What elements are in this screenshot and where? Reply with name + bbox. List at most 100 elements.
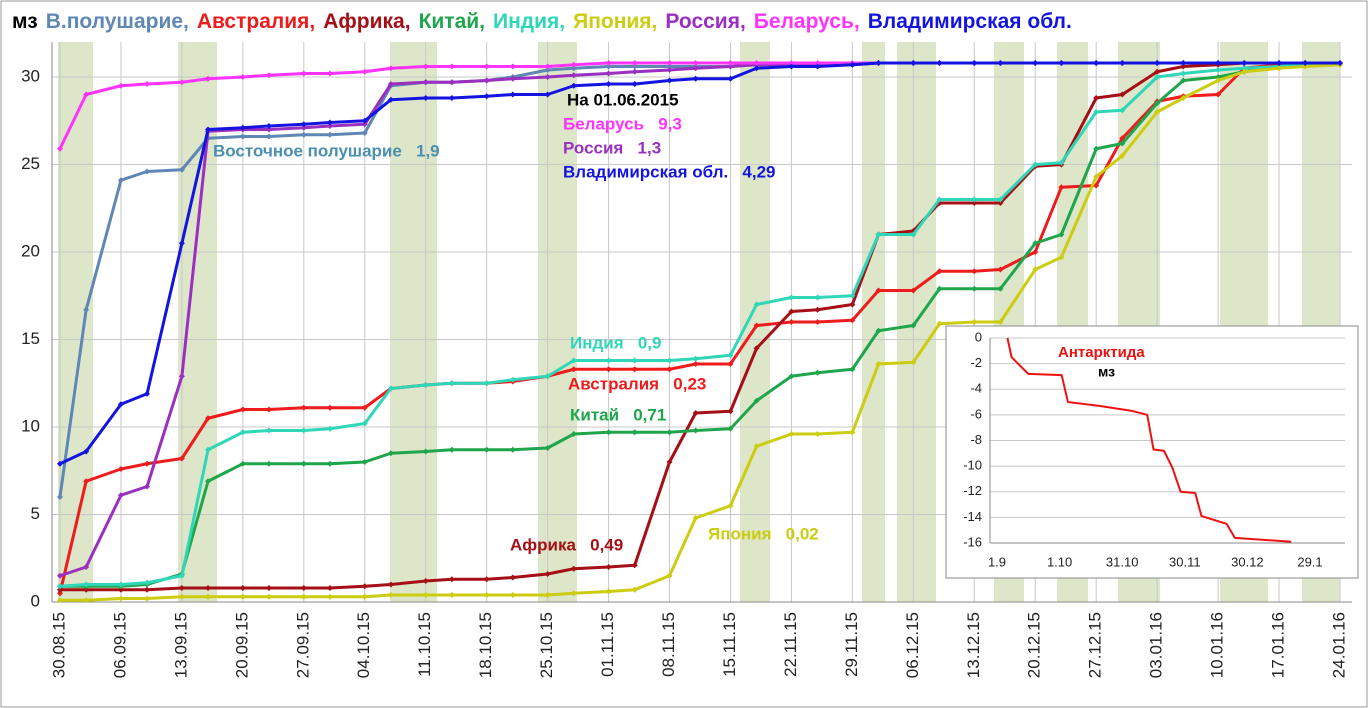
band (58, 42, 93, 602)
point (1058, 184, 1065, 191)
band (862, 42, 885, 602)
point (753, 60, 760, 66)
annotation: Владимирская обл. 4,29 (563, 162, 775, 181)
y-tick-label: 30 (21, 66, 40, 85)
y-tick-label: 20 (21, 241, 40, 260)
point (509, 75, 516, 82)
point (544, 74, 551, 80)
point (57, 583, 63, 590)
x-tick-label: 03.01.16 (1147, 612, 1166, 678)
point (117, 466, 124, 472)
point (570, 357, 577, 364)
point (1154, 60, 1161, 66)
point (692, 60, 699, 66)
point (144, 595, 151, 602)
point (422, 448, 429, 455)
y-tick-label: -4 (970, 381, 982, 396)
x-tick-label: 15.11.15 (720, 612, 739, 677)
point (788, 373, 795, 380)
point (997, 266, 1004, 273)
point (422, 382, 429, 388)
x-tick-label: 08.11.15 (659, 612, 678, 677)
point (509, 446, 516, 453)
point (1154, 109, 1161, 115)
point (753, 301, 760, 308)
point (509, 574, 516, 581)
point (1093, 173, 1100, 180)
y-tick-label: -14 (963, 509, 982, 524)
point (205, 593, 212, 600)
point (300, 427, 307, 434)
point (361, 583, 368, 590)
point (57, 145, 63, 152)
point (483, 576, 490, 583)
point (1119, 107, 1126, 114)
band (178, 42, 217, 602)
x-tick-label: 06.09.15 (110, 612, 129, 678)
point (326, 119, 333, 126)
point (178, 79, 185, 86)
point (117, 581, 124, 588)
x-tick-label: 13.09.15 (171, 612, 190, 678)
point (605, 63, 612, 70)
point (117, 492, 124, 499)
point (692, 427, 699, 434)
point (1215, 77, 1222, 84)
point (692, 75, 699, 82)
point (788, 308, 795, 315)
x-tick-label: 27.12.15 (1086, 612, 1105, 678)
y-tick-label: 0 (31, 591, 40, 610)
point (265, 133, 272, 140)
point (83, 564, 90, 570)
point (178, 455, 185, 462)
point (1032, 60, 1039, 66)
point (814, 63, 821, 70)
point (205, 415, 212, 422)
point (448, 79, 455, 86)
point (971, 319, 978, 325)
point (971, 268, 978, 275)
point (1058, 60, 1065, 66)
point (1058, 159, 1065, 166)
x-tick-label: 29.11.15 (842, 612, 861, 677)
x-tick-label: 31.10 (1106, 554, 1139, 569)
point (387, 450, 394, 457)
x-tick-label: 30.11 (1169, 554, 1201, 569)
point (849, 429, 856, 436)
point (814, 369, 821, 376)
y-tick-label: -8 (970, 432, 982, 447)
point (448, 380, 455, 387)
point (1119, 140, 1126, 147)
point (83, 306, 90, 313)
point (875, 287, 882, 294)
inset-series-label: Антарктида (1058, 344, 1145, 361)
point (544, 592, 551, 598)
point (509, 91, 516, 98)
point (788, 294, 795, 301)
legend-entry: Япония, (573, 10, 657, 33)
point (117, 401, 124, 408)
point (910, 322, 917, 329)
point (1241, 68, 1248, 75)
point (544, 571, 551, 577)
point (1241, 60, 1248, 66)
point (971, 196, 978, 203)
point (997, 200, 1004, 206)
point (361, 68, 368, 75)
point (788, 431, 795, 437)
point (605, 357, 612, 364)
point (144, 168, 151, 175)
annotation: Восточное полушарие 1,9 (213, 141, 440, 160)
point (971, 200, 978, 206)
point (509, 376, 516, 383)
point (178, 166, 185, 173)
point (631, 562, 638, 569)
annotation: Китай 0,71 (570, 405, 666, 424)
point (1180, 63, 1187, 70)
point (814, 431, 821, 437)
point (1154, 68, 1161, 75)
point (1032, 161, 1039, 168)
point (727, 352, 734, 359)
point (605, 81, 612, 87)
x-tick-label: 30.08.15 (49, 612, 68, 678)
